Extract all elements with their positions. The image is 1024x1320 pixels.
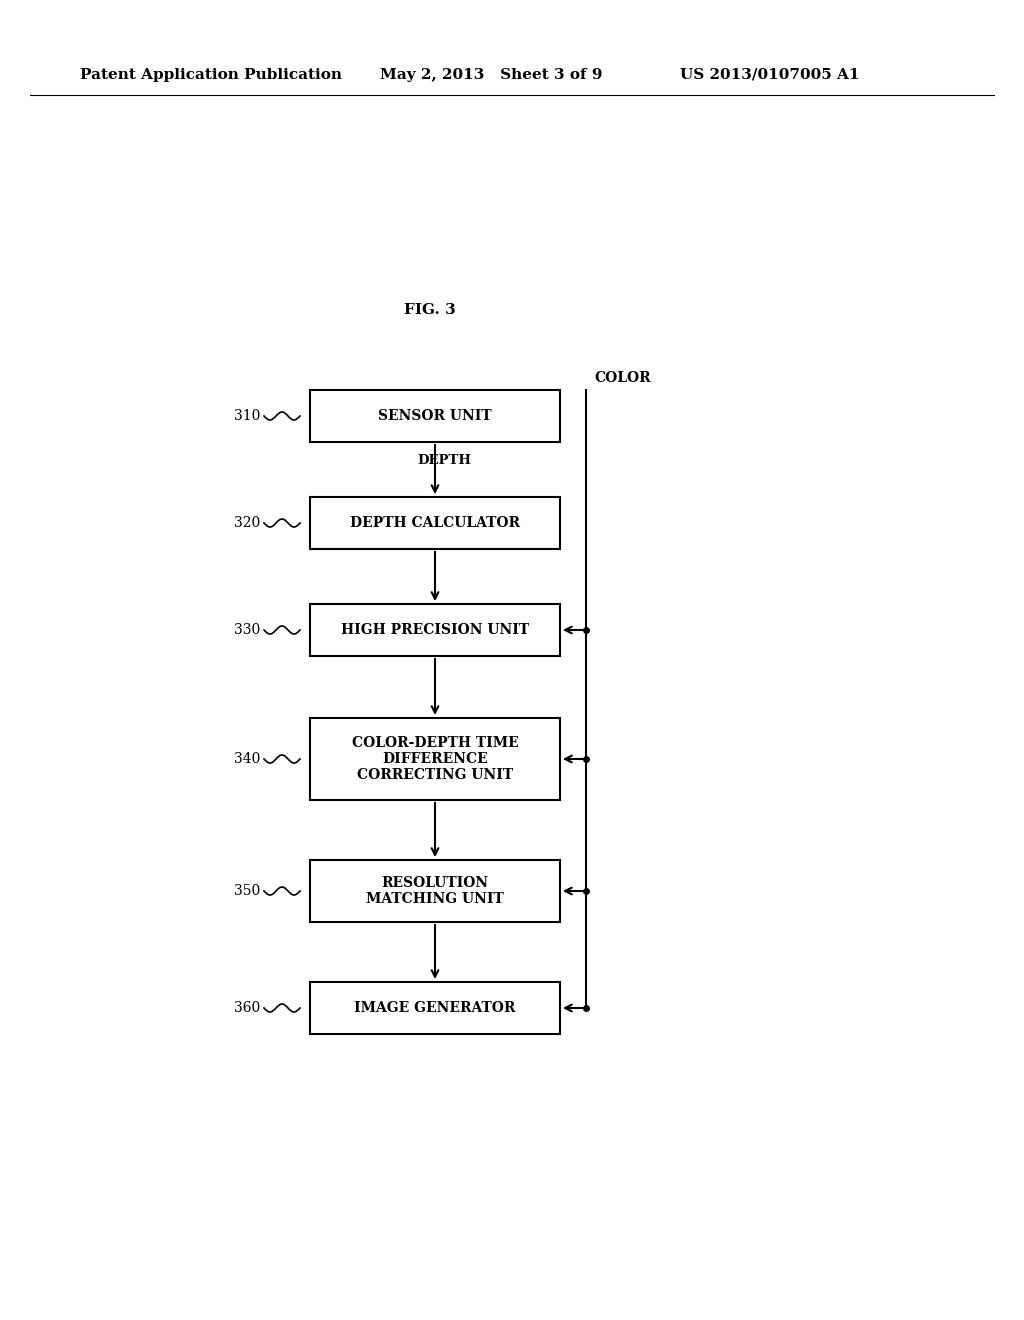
Text: 310: 310 [233, 409, 260, 422]
Bar [310, 982, 560, 1034]
Bar [310, 605, 560, 656]
Text: COLOR: COLOR [594, 371, 650, 385]
Text: 330: 330 [233, 623, 260, 638]
Text: HIGH PRECISION UNIT: HIGH PRECISION UNIT [341, 623, 529, 638]
Text: 360: 360 [233, 1001, 260, 1015]
Text: IMAGE GENERATOR: IMAGE GENERATOR [354, 1001, 516, 1015]
Text: 320: 320 [233, 516, 260, 531]
Bar [310, 498, 560, 549]
Text: May 2, 2013   Sheet 3 of 9: May 2, 2013 Sheet 3 of 9 [380, 69, 602, 82]
Text: 340: 340 [233, 752, 260, 766]
Bar [310, 861, 560, 921]
Text: DEPTH CALCULATOR: DEPTH CALCULATOR [350, 516, 520, 531]
Bar [310, 718, 560, 800]
Bar [310, 389, 560, 442]
Text: SENSOR UNIT: SENSOR UNIT [378, 409, 492, 422]
Text: RESOLUTION
MATCHING UNIT: RESOLUTION MATCHING UNIT [367, 876, 504, 906]
Text: FIG. 3: FIG. 3 [404, 304, 456, 317]
Text: DEPTH: DEPTH [417, 454, 471, 467]
Text: 350: 350 [233, 884, 260, 898]
Text: Patent Application Publication: Patent Application Publication [80, 69, 342, 82]
Text: US 2013/0107005 A1: US 2013/0107005 A1 [680, 69, 859, 82]
Text: COLOR-DEPTH TIME
DIFFERENCE
CORRECTING UNIT: COLOR-DEPTH TIME DIFFERENCE CORRECTING U… [351, 735, 518, 783]
